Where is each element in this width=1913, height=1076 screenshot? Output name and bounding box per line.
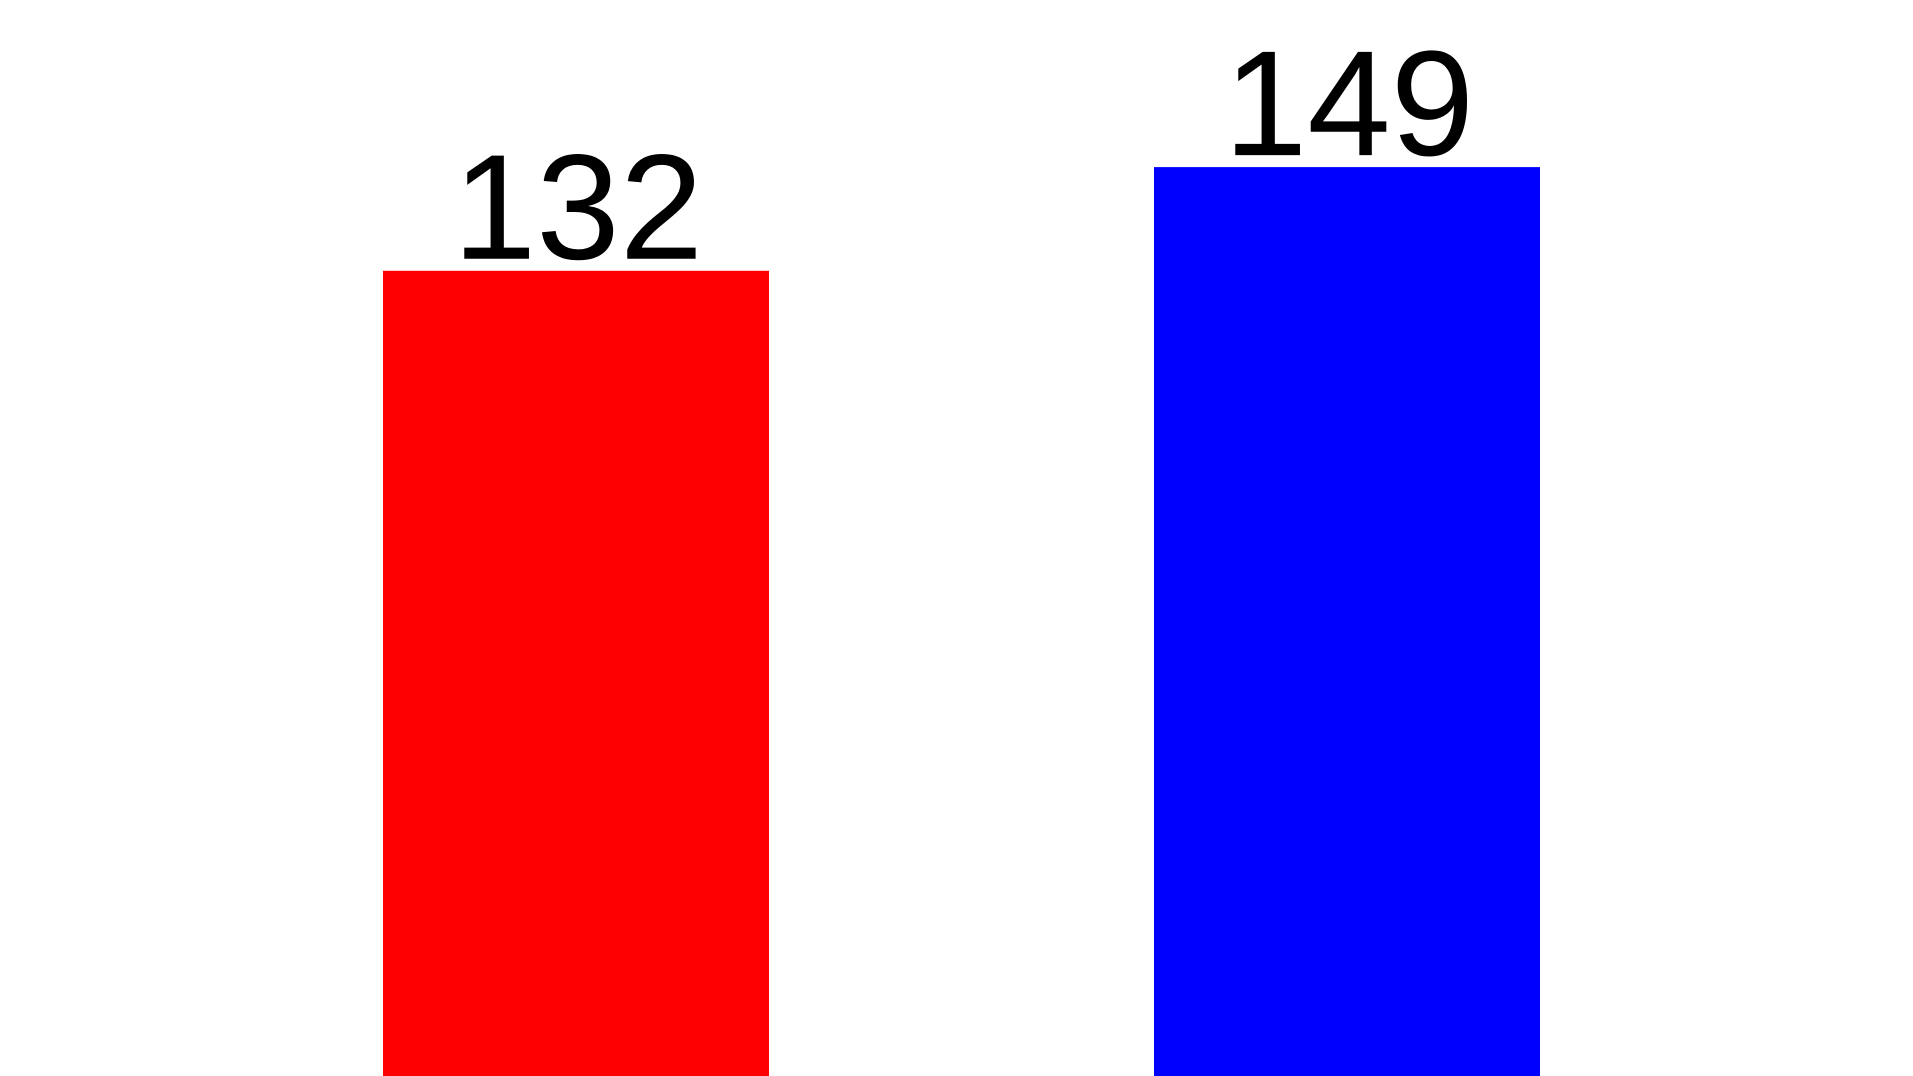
bar-2 bbox=[1154, 167, 1540, 1076]
bar-value-label-1: 132 bbox=[453, 123, 703, 291]
bar-value-label-2: 149 bbox=[1224, 19, 1474, 187]
data-labels-layer: 132 149 bbox=[453, 19, 1474, 291]
bars-layer bbox=[383, 167, 1540, 1076]
bar-1 bbox=[383, 270, 769, 1076]
